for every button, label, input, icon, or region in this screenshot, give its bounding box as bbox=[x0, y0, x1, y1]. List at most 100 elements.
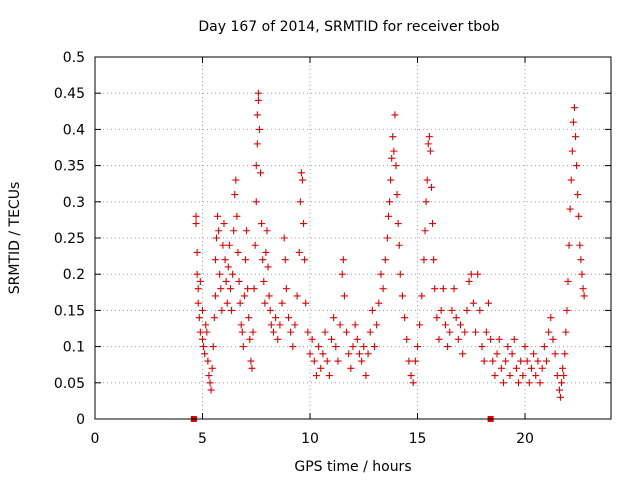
data-point bbox=[298, 176, 306, 184]
data-point bbox=[459, 350, 467, 358]
data-point bbox=[349, 343, 357, 351]
data-point bbox=[489, 357, 497, 365]
data-point bbox=[269, 328, 277, 336]
data-point bbox=[280, 234, 288, 242]
data-point bbox=[254, 89, 262, 97]
data-point bbox=[336, 321, 344, 329]
data-point bbox=[521, 343, 529, 351]
data-point bbox=[491, 372, 499, 380]
data-point bbox=[431, 285, 439, 293]
data-point bbox=[512, 364, 520, 372]
data-point bbox=[258, 220, 266, 228]
y-axis-label: SRMTID / TECUs bbox=[7, 182, 23, 295]
data-point bbox=[330, 314, 338, 322]
data-point bbox=[421, 227, 429, 235]
y-tick-label: 0.45 bbox=[54, 86, 85, 102]
data-point bbox=[247, 357, 255, 365]
data-point bbox=[390, 147, 398, 155]
data-point bbox=[510, 335, 518, 343]
data-point bbox=[551, 350, 559, 358]
data-point bbox=[384, 212, 392, 220]
data-point bbox=[558, 379, 566, 387]
data-point bbox=[476, 306, 484, 314]
data-point bbox=[276, 321, 284, 329]
data-point bbox=[450, 285, 458, 293]
data-point bbox=[243, 227, 251, 235]
data-point bbox=[315, 343, 323, 351]
data-point bbox=[266, 306, 274, 314]
data-point bbox=[547, 314, 555, 322]
data-point bbox=[248, 364, 256, 372]
data-point bbox=[217, 285, 225, 293]
data-point bbox=[429, 220, 437, 228]
data-point bbox=[391, 111, 399, 119]
data-point bbox=[194, 285, 202, 293]
data-point bbox=[343, 328, 351, 336]
data-point bbox=[196, 277, 204, 285]
data-point bbox=[207, 386, 215, 394]
x-tick-label: 15 bbox=[409, 431, 427, 447]
data-point bbox=[559, 364, 567, 372]
data-point bbox=[379, 285, 387, 293]
data-point bbox=[562, 328, 570, 336]
data-point bbox=[549, 335, 557, 343]
data-point bbox=[409, 379, 417, 387]
grid bbox=[95, 57, 611, 419]
data-point bbox=[454, 335, 462, 343]
data-point bbox=[281, 256, 289, 264]
y-tick-label: 0.1 bbox=[63, 340, 85, 356]
data-point bbox=[355, 350, 363, 358]
data-point bbox=[515, 379, 523, 387]
data-point bbox=[579, 285, 587, 293]
data-point bbox=[502, 357, 510, 365]
data-point bbox=[253, 111, 261, 119]
data-point bbox=[566, 205, 574, 213]
axis-ticks: 0 0.05 0.1 0.15 0.2 0.25 0.3 0.35 0.4 0.45 0.5 0 5 10… bbox=[54, 50, 611, 447]
data-point bbox=[366, 328, 374, 336]
x-tick-label: 10 bbox=[301, 431, 319, 447]
data-point bbox=[225, 241, 233, 249]
data-point bbox=[242, 256, 249, 264]
data-point bbox=[260, 277, 268, 285]
data-point bbox=[232, 176, 240, 184]
data-point bbox=[565, 241, 573, 249]
data-point bbox=[420, 256, 428, 264]
x-axis-label: GPS time / hours bbox=[294, 459, 411, 475]
data-point bbox=[222, 277, 230, 285]
data-point bbox=[563, 306, 571, 314]
data-point bbox=[517, 357, 525, 365]
data-point bbox=[249, 328, 257, 336]
plot-frame bbox=[94, 56, 612, 420]
data-point bbox=[437, 306, 445, 314]
data-points bbox=[190, 89, 588, 422]
data-point bbox=[325, 372, 333, 380]
data-point bbox=[254, 96, 262, 104]
data-point bbox=[285, 314, 292, 322]
data-point bbox=[555, 386, 563, 394]
data-point bbox=[255, 125, 263, 133]
data-point bbox=[426, 147, 434, 155]
data-point bbox=[564, 277, 572, 285]
data-point bbox=[540, 343, 548, 351]
data-point bbox=[215, 227, 223, 235]
data-point bbox=[267, 321, 275, 329]
data-point bbox=[448, 306, 456, 314]
data-point bbox=[263, 227, 271, 235]
data-point bbox=[216, 270, 224, 278]
data-point bbox=[508, 350, 516, 358]
data-point bbox=[226, 285, 234, 293]
data-point bbox=[252, 162, 260, 170]
data-point bbox=[224, 263, 232, 271]
data-point bbox=[423, 176, 431, 184]
data-point bbox=[228, 306, 236, 314]
data-point bbox=[199, 306, 206, 314]
data-point bbox=[301, 256, 309, 264]
data-point bbox=[332, 343, 340, 351]
x-tick-label: 5 bbox=[198, 431, 207, 447]
data-point bbox=[383, 234, 391, 242]
data-point bbox=[312, 372, 320, 380]
data-point bbox=[250, 285, 258, 293]
data-point bbox=[334, 357, 342, 365]
data-point bbox=[430, 256, 438, 264]
